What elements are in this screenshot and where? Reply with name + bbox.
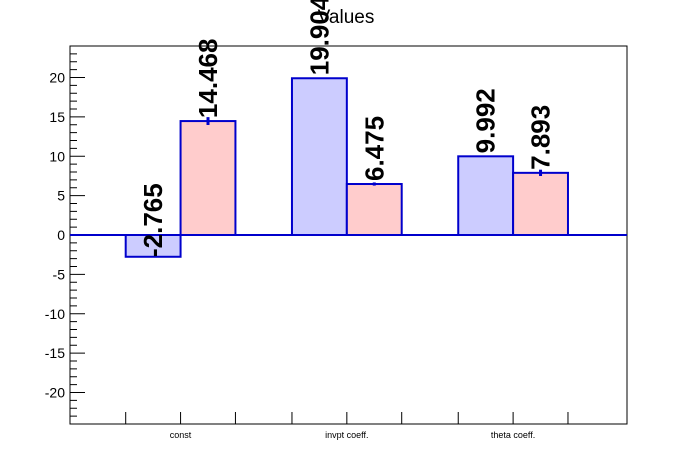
data-label: 6.475 — [359, 116, 389, 181]
category-label: theta coeff. — [491, 430, 535, 440]
bar — [179, 120, 237, 236]
data-label: -2.765 — [138, 183, 168, 257]
bar — [290, 77, 348, 236]
bar — [512, 171, 569, 236]
y-tick-label: -20 — [45, 385, 65, 401]
y-tick-label: -5 — [53, 266, 66, 282]
category-label: const — [170, 430, 192, 440]
y-tick-label: 5 — [57, 188, 65, 204]
data-label: 7.893 — [526, 105, 556, 170]
y-tick-label: 15 — [49, 109, 65, 125]
data-label: 9.992 — [471, 88, 501, 153]
y-tick-label: -15 — [45, 345, 65, 361]
y-tick-label: 0 — [57, 227, 65, 243]
category-label: invpt coeff. — [325, 430, 368, 440]
y-tick-label: 10 — [49, 148, 65, 164]
bar — [124, 234, 182, 258]
chart-title: Values — [318, 7, 375, 28]
data-label: 19.904 — [304, 0, 334, 75]
y-tick-label: -10 — [45, 306, 65, 322]
y-tick-label: 20 — [49, 70, 65, 86]
data-label: 14.468 — [193, 39, 223, 119]
bar — [457, 155, 515, 236]
bar — [345, 183, 403, 236]
